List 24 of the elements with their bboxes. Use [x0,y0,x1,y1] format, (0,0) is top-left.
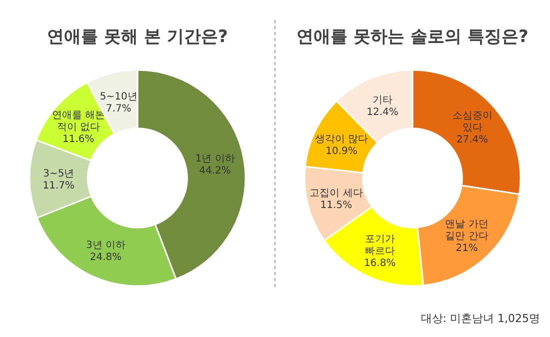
data-label: 7.7% [106,103,132,114]
slice-label: 생각이 많다 [314,134,368,145]
chart-title: 연애를 못하는 솔로의 특징은? [296,27,528,47]
slice-label: 1년 이하 [195,154,235,165]
text: 대상: 미혼남녀 1,025명 [420,312,540,325]
slice-label: 기타 [372,95,393,106]
slice-label: 고집이 세다 [310,188,363,199]
slice-label: 맨날 가던 길만 간다 [445,219,488,242]
slice-label: 소심증이 있다 [452,110,492,134]
data-label: 27.4% [456,134,488,146]
data-label: 11.5% [320,200,352,211]
chart-title: 연애를 못해 본 기간은? [47,27,228,47]
data-label: 10.9% [326,146,358,157]
data-label: 11.6% [62,134,94,145]
data-label: 24.8% [90,252,122,264]
data-label: 12.4% [366,107,398,118]
data-label: 44.2% [199,166,231,177]
slice-label: 3년 이하 [86,240,126,252]
slice-label: 5~10년 [100,91,138,102]
slice-label: 3~5년 [43,168,74,180]
data-label: 21% [456,243,478,254]
slice-label: 포기가 빠르다 [364,234,395,257]
data-label: 11.7% [42,180,75,192]
data-label: 16.8% [364,258,396,269]
